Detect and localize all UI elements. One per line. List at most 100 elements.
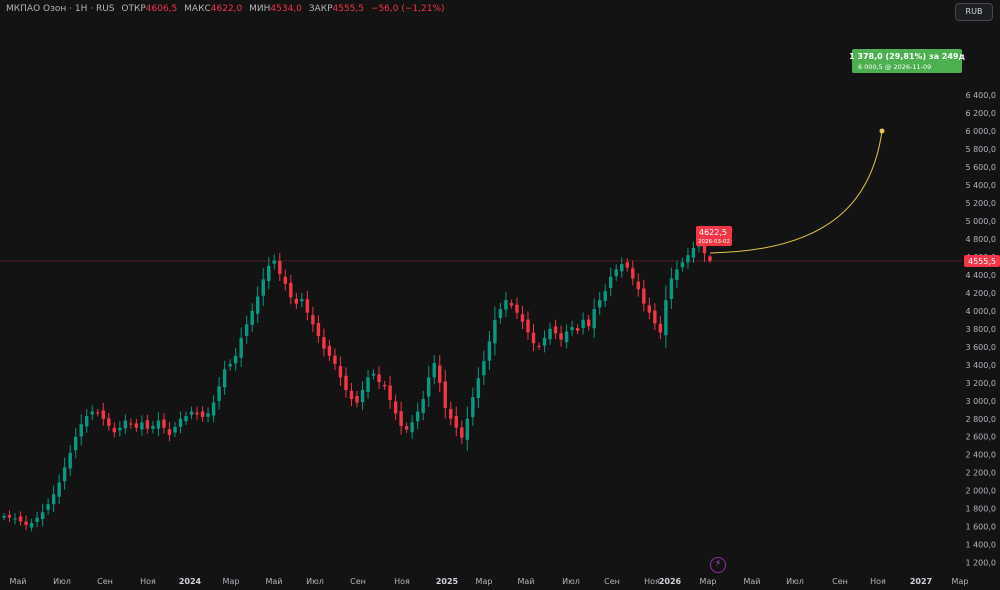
- x-tick-label: Мар: [700, 577, 717, 586]
- marker-date-label: 2026-03-02: [698, 239, 730, 245]
- candle: [35, 517, 39, 522]
- high-label: МАКС: [184, 4, 211, 14]
- candle: [316, 323, 321, 337]
- candle: [388, 385, 392, 400]
- y-tick-label: 3 000,0: [965, 397, 996, 406]
- candle: [272, 260, 276, 264]
- candle: [140, 422, 144, 430]
- candle: [305, 299, 310, 313]
- candle: [327, 345, 332, 356]
- candle: [151, 425, 155, 429]
- projection-label-box: [852, 49, 962, 73]
- candle: [311, 315, 315, 325]
- candle: [244, 324, 249, 336]
- candle: [399, 411, 403, 426]
- x-tick-label: Июл: [306, 577, 324, 586]
- candle: [118, 427, 122, 431]
- candle: [167, 429, 172, 435]
- y-tick-label: 1 800,0: [965, 505, 996, 514]
- candle: [349, 390, 354, 399]
- candle: [377, 374, 381, 382]
- candle: [553, 326, 558, 334]
- candle: [145, 420, 150, 429]
- candle: [708, 256, 712, 261]
- candle: [184, 416, 188, 422]
- candle: [460, 427, 464, 438]
- y-tick-label: 2 600,0: [965, 433, 996, 442]
- close-value: 4555,5: [332, 4, 365, 14]
- y-tick-label: 5 200,0: [965, 199, 996, 208]
- y-tick-label: 3 600,0: [965, 343, 996, 352]
- candle: [101, 410, 105, 419]
- current-price-label: 4555,5: [968, 257, 996, 266]
- candle: [620, 264, 624, 272]
- x-tick-label: Ноя: [394, 577, 410, 586]
- candle: [134, 423, 139, 428]
- x-tick-label: Июл: [786, 577, 804, 586]
- candle: [415, 411, 420, 422]
- y-tick-label: 2 400,0: [965, 451, 996, 460]
- candle: [438, 365, 442, 383]
- candle: [13, 518, 17, 520]
- candle: [382, 384, 387, 387]
- x-tick-label: Июл: [562, 577, 580, 586]
- candle: [222, 369, 227, 388]
- candle: [2, 515, 6, 518]
- candle: [107, 418, 111, 426]
- candle: [404, 426, 409, 430]
- candle: [625, 262, 629, 268]
- candle: [344, 375, 348, 390]
- candle: [256, 296, 260, 314]
- x-tick-label: 2024: [179, 577, 202, 586]
- y-tick-label: 4 400,0: [965, 271, 996, 280]
- candle: [123, 420, 128, 429]
- candle: [178, 418, 183, 427]
- y-tick-label: 2 000,0: [965, 487, 996, 496]
- candle: [548, 328, 552, 340]
- x-tick-label: Май: [265, 577, 282, 586]
- x-tick-label: Сен: [350, 577, 366, 586]
- x-tick-label: Ноя: [644, 577, 660, 586]
- lightning-icon[interactable]: ⚡: [710, 557, 726, 573]
- candle: [211, 402, 216, 416]
- x-tick-label: 2026: [659, 577, 682, 586]
- candle: [267, 265, 271, 282]
- candle: [570, 327, 574, 331]
- candle: [371, 373, 376, 376]
- x-tick-label: Мар: [952, 577, 969, 586]
- candle: [653, 310, 657, 324]
- candle: [454, 416, 458, 428]
- x-tick-label: Ноя: [140, 577, 156, 586]
- change-value: −56,0 (−1,21%): [370, 4, 445, 14]
- candle: [592, 309, 596, 329]
- symbol-header: МКПАО Озон · 1Н · RUS ОТКР4606,5 МАКС462…: [6, 4, 445, 14]
- projection-target-label: 6 000,5 @ 2026-11-09: [858, 63, 931, 71]
- candle: [79, 424, 83, 437]
- y-tick-label: 5 400,0: [965, 181, 996, 190]
- candle: [526, 319, 530, 333]
- x-tick-label: Май: [517, 577, 534, 586]
- open-label: ОТКР: [121, 4, 146, 14]
- candle: [487, 341, 492, 361]
- y-tick-label: 3 800,0: [965, 325, 996, 334]
- candle: [515, 304, 519, 313]
- candle: [509, 303, 514, 306]
- y-tick-label: 2 800,0: [965, 415, 996, 424]
- candle: [228, 363, 232, 367]
- candle: [664, 300, 668, 336]
- candle: [40, 512, 45, 519]
- low-value: 4534,0: [270, 4, 302, 14]
- candle: [603, 291, 607, 301]
- candle: [112, 427, 117, 433]
- y-tick-label: 3 200,0: [965, 379, 996, 388]
- candle: [559, 333, 563, 340]
- candle: [597, 300, 602, 308]
- candle: [322, 337, 326, 349]
- candle: [85, 416, 89, 427]
- candle: [90, 411, 94, 415]
- candle: [476, 378, 481, 398]
- candle: [609, 276, 613, 289]
- currency-button[interactable]: RUB: [955, 3, 993, 21]
- marker-label-box: [696, 226, 732, 246]
